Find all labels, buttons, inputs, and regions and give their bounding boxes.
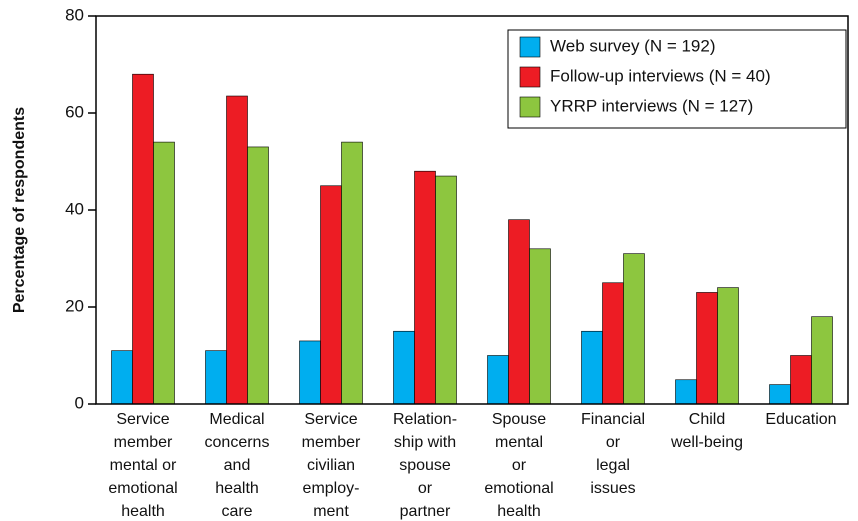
x-tick-label-line: Financial xyxy=(581,411,645,428)
x-tick-label-line: civilian xyxy=(307,457,355,474)
bar xyxy=(769,384,791,405)
bar xyxy=(581,330,603,405)
bar xyxy=(226,95,248,405)
x-tick-label-line: mental or xyxy=(110,457,177,474)
bar xyxy=(341,141,363,405)
x-tick-label-line: health xyxy=(497,503,541,520)
bar xyxy=(623,253,645,405)
bar xyxy=(696,292,718,405)
x-tick-label-line: or xyxy=(512,457,527,474)
legend-swatch xyxy=(519,36,541,58)
x-tick-label-line: or xyxy=(418,480,433,497)
bar xyxy=(790,355,812,405)
x-tick-label-line: Child xyxy=(689,411,725,428)
bar xyxy=(153,141,175,405)
x-tick-label-line: health xyxy=(215,480,259,497)
x-tick-label-line: Service xyxy=(116,411,169,428)
bar xyxy=(487,355,509,405)
bar xyxy=(508,219,530,405)
x-tick-label-line: Spouse xyxy=(492,411,546,428)
x-tick-label-line: concerns xyxy=(205,434,270,451)
x-tick-label-line: Service xyxy=(304,411,357,428)
x-tick-label: Child well-being xyxy=(670,411,743,451)
legend-swatch xyxy=(519,66,541,88)
x-tick-label-line: member xyxy=(114,434,173,451)
x-tick-label-line: spouse xyxy=(399,457,451,474)
x-tick-label: Relation-ship with spouse or partner xyxy=(393,411,457,520)
x-tick-label-line: Medical xyxy=(209,411,264,428)
y-axis-label: Percentage of respondents xyxy=(11,107,28,313)
x-tick-label-line: mental xyxy=(495,434,543,451)
x-tick-label: Service member civilian employ-ment xyxy=(302,411,361,520)
legend-label: YRRP interviews (N = 127) xyxy=(550,96,753,115)
legend-box xyxy=(507,29,847,129)
bar xyxy=(435,175,457,405)
x-tick-label-line: care xyxy=(221,503,252,520)
legend-swatch xyxy=(519,96,541,118)
x-tick-label: Service member mental or emotional health xyxy=(108,411,177,520)
x-tick-label: Medical concerns and health care xyxy=(205,411,270,520)
x-tick-label-line: emotional xyxy=(484,480,553,497)
bar xyxy=(320,185,342,405)
bar xyxy=(717,287,739,405)
x-tick-label-line: well-being xyxy=(670,434,743,451)
x-tick-label-line: ment xyxy=(313,503,349,520)
y-tick-label: 60 xyxy=(65,102,84,121)
x-tick-label: Education xyxy=(765,411,836,428)
bar xyxy=(529,248,551,405)
bar xyxy=(675,379,697,405)
bar xyxy=(811,316,833,405)
bar xyxy=(299,340,321,405)
legend-label: Follow-up interviews (N = 40) xyxy=(550,66,771,85)
x-tick-label: Financial or legal issues xyxy=(581,411,645,497)
x-tick-label-line: ship with xyxy=(394,434,456,451)
legend-label: Web survey (N = 192) xyxy=(550,36,716,55)
x-tick-label-line: or xyxy=(606,434,621,451)
x-tick-label-line: and xyxy=(224,457,251,474)
bar xyxy=(414,170,436,405)
bar xyxy=(111,350,133,405)
bar xyxy=(132,73,154,405)
y-tick-label: 20 xyxy=(65,296,84,315)
y-tick-label: 40 xyxy=(65,199,84,218)
bar xyxy=(205,350,227,405)
y-tick-label: 0 xyxy=(75,393,84,412)
x-tick-label-line: partner xyxy=(400,503,451,520)
x-tick-label-line: member xyxy=(302,434,361,451)
x-tick-label-line: Relation- xyxy=(393,411,457,428)
bar xyxy=(393,330,415,405)
x-tick-label-line: Education xyxy=(765,411,836,428)
bar xyxy=(602,282,624,405)
x-tick-label-line: legal xyxy=(596,457,630,474)
plot-frame xyxy=(95,15,849,405)
y-tick-label: 80 xyxy=(65,5,84,24)
x-tick-label-line: health xyxy=(121,503,165,520)
x-tick-label-line: issues xyxy=(590,480,635,497)
x-tick-label-line: employ- xyxy=(303,480,360,497)
x-tick-label: Spouse mental or emotional health xyxy=(484,411,553,520)
x-tick-label-line: emotional xyxy=(108,480,177,497)
bar xyxy=(247,146,269,405)
